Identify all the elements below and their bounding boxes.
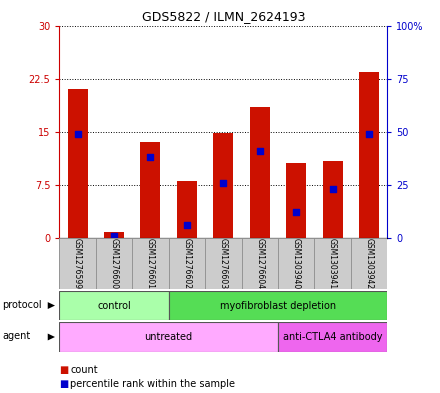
Bar — [59, 238, 96, 289]
Text: myofibroblast depletion: myofibroblast depletion — [220, 301, 336, 310]
Bar — [169, 238, 205, 289]
Text: GSM1276601: GSM1276601 — [146, 238, 155, 289]
Bar — [359, 72, 379, 238]
Bar — [213, 133, 233, 238]
Bar — [132, 238, 169, 289]
Bar — [323, 162, 343, 238]
Text: GSM1276599: GSM1276599 — [73, 238, 82, 289]
Polygon shape — [48, 334, 55, 340]
Bar — [59, 291, 169, 320]
Text: GSM1303942: GSM1303942 — [364, 238, 374, 289]
Text: ■: ■ — [59, 365, 69, 375]
Point — [74, 130, 81, 137]
Text: GSM1303941: GSM1303941 — [328, 238, 337, 289]
Bar — [205, 238, 242, 289]
Bar — [96, 238, 132, 289]
Bar — [68, 89, 88, 238]
Bar — [104, 232, 124, 238]
Bar — [250, 107, 270, 238]
Point — [220, 180, 227, 186]
Polygon shape — [48, 302, 55, 309]
Point — [293, 209, 300, 215]
Point — [147, 154, 154, 160]
Bar — [59, 322, 278, 352]
Title: GDS5822 / ILMN_2624193: GDS5822 / ILMN_2624193 — [142, 10, 305, 23]
Text: protocol: protocol — [2, 299, 42, 310]
Text: GSM1276600: GSM1276600 — [110, 238, 118, 289]
Text: GSM1276603: GSM1276603 — [219, 238, 228, 289]
Point — [329, 186, 336, 192]
Bar — [351, 238, 387, 289]
Text: anti-CTLA4 antibody: anti-CTLA4 antibody — [283, 332, 382, 342]
Text: GSM1303940: GSM1303940 — [292, 238, 301, 289]
Bar — [140, 142, 161, 238]
Bar — [278, 322, 387, 352]
Text: untreated: untreated — [145, 332, 193, 342]
Text: control: control — [97, 301, 131, 310]
Point — [110, 233, 117, 239]
Text: percentile rank within the sample: percentile rank within the sample — [70, 379, 235, 389]
Bar — [177, 181, 197, 238]
Bar — [242, 238, 278, 289]
Point — [256, 148, 263, 154]
Point — [183, 222, 191, 228]
Bar — [169, 291, 387, 320]
Text: GSM1276602: GSM1276602 — [182, 238, 191, 289]
Point — [366, 130, 373, 137]
Bar — [286, 163, 306, 238]
Text: agent: agent — [2, 331, 30, 341]
Bar — [278, 238, 314, 289]
Text: ■: ■ — [59, 379, 69, 389]
Bar — [314, 238, 351, 289]
Text: GSM1276604: GSM1276604 — [255, 238, 264, 289]
Text: count: count — [70, 365, 98, 375]
